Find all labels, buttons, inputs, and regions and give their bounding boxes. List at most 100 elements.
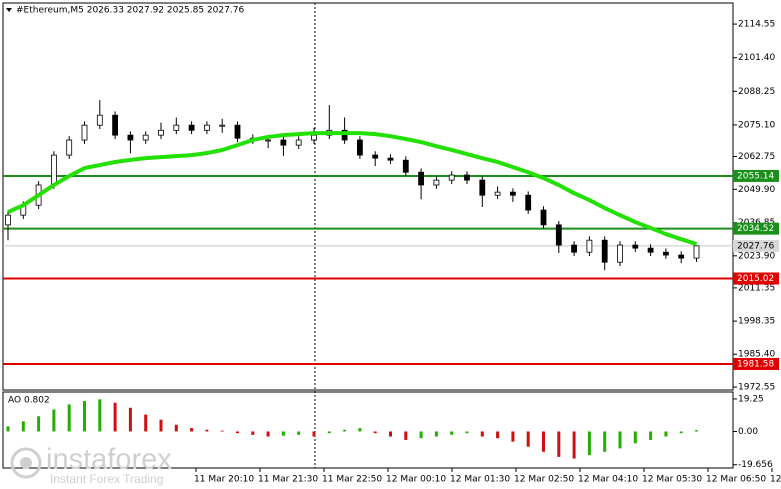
candle-body bbox=[525, 194, 532, 211]
candle-body bbox=[617, 244, 623, 263]
ao-bar bbox=[236, 431, 239, 434]
candle-body bbox=[571, 244, 577, 253]
x-tick-label: 12 Mar 06:50 bbox=[706, 475, 766, 485]
ao-bar bbox=[190, 428, 194, 432]
ao-bar bbox=[633, 431, 637, 444]
candle-body bbox=[632, 244, 639, 249]
candle-body bbox=[234, 124, 241, 139]
candle-body bbox=[51, 154, 57, 186]
x-tick-label: 12 Mar 01:30 bbox=[450, 475, 510, 485]
tagline: Instant Forex Trading bbox=[50, 472, 163, 486]
candle-body bbox=[280, 139, 287, 146]
ao-bar bbox=[450, 431, 454, 435]
ao-bar bbox=[174, 424, 178, 432]
ao-bar bbox=[373, 431, 377, 434]
candle-body bbox=[372, 154, 379, 159]
ao-bar bbox=[572, 431, 576, 459]
logo-icon bbox=[20, 457, 32, 469]
price-panel bbox=[2, 2, 734, 391]
level-label: 2055.14 bbox=[737, 171, 774, 181]
current-price-box bbox=[733, 239, 779, 252]
x-tick-label: 12 Mar 02:50 bbox=[514, 475, 574, 485]
ao-title: AO 0.802 bbox=[8, 396, 50, 406]
candle-body bbox=[188, 124, 195, 131]
watermark: instaforex Instant Forex Trading bbox=[10, 444, 172, 486]
brand: instaforex bbox=[46, 444, 172, 476]
ao-bar bbox=[98, 399, 102, 432]
ao-bar bbox=[511, 431, 515, 442]
ao-bar bbox=[21, 421, 25, 432]
level-label: 2034.52 bbox=[737, 224, 774, 234]
ao-bar bbox=[52, 409, 56, 432]
x-tick-label: 12 Mar 00:10 bbox=[386, 475, 446, 485]
ao-tick-label: 0.00 bbox=[738, 427, 758, 437]
candle-body bbox=[295, 139, 302, 146]
ao-bar bbox=[6, 426, 10, 432]
logo-icon bbox=[10, 447, 42, 479]
candle-body bbox=[663, 251, 669, 256]
candle-body bbox=[540, 209, 547, 226]
ao-bar bbox=[343, 429, 347, 432]
candle-body bbox=[601, 239, 608, 263]
y-tick-label: 2088.25 bbox=[738, 87, 775, 97]
y-tick-label: 2011.35 bbox=[738, 283, 775, 293]
candle-body bbox=[112, 114, 118, 136]
candle-body bbox=[387, 157, 394, 161]
ao-bar bbox=[695, 430, 698, 432]
ao-bar bbox=[327, 431, 331, 434]
ao-panel bbox=[2, 391, 734, 469]
ao-bar bbox=[37, 416, 41, 432]
ao-bar bbox=[404, 431, 408, 440]
ao-bar bbox=[113, 402, 117, 432]
candle-body bbox=[555, 224, 562, 246]
x-tick-label: 11 Mar 20:10 bbox=[194, 475, 254, 485]
candle-body bbox=[647, 247, 654, 253]
candle-body bbox=[356, 139, 363, 156]
ao-bar bbox=[220, 430, 224, 432]
candle-body bbox=[173, 124, 180, 131]
ao-bar bbox=[480, 431, 484, 437]
candle-body bbox=[448, 174, 455, 181]
ao-tick-label: 19.25 bbox=[738, 394, 764, 404]
level-label-box bbox=[733, 272, 779, 285]
candle-body bbox=[464, 174, 470, 181]
y-tick-label: 2062.75 bbox=[738, 152, 775, 162]
candle-body bbox=[586, 239, 593, 253]
ao-bar bbox=[128, 407, 132, 432]
ao-bar bbox=[251, 431, 255, 435]
ao-bar bbox=[496, 431, 500, 439]
candle-body bbox=[5, 214, 11, 226]
candle-body bbox=[219, 124, 226, 127]
ao-bar bbox=[587, 431, 591, 456]
ao-bar bbox=[205, 429, 209, 432]
ao-bar bbox=[83, 401, 86, 432]
ao-bar bbox=[144, 414, 148, 432]
x-tick-label: 12 Mar 08:10 bbox=[770, 475, 781, 485]
ao-bar bbox=[419, 431, 423, 439]
candle-body bbox=[265, 139, 272, 142]
candle-body bbox=[158, 129, 164, 136]
candle-body bbox=[402, 159, 409, 173]
candle-body bbox=[678, 254, 685, 259]
x-tick-label: 11 Mar 21:30 bbox=[258, 475, 318, 485]
ao-bar bbox=[67, 404, 71, 432]
ao-bar bbox=[465, 431, 469, 434]
ao-bar bbox=[358, 428, 362, 432]
moving-average bbox=[7, 131, 698, 246]
candle-body bbox=[494, 191, 501, 196]
ao-bar bbox=[281, 431, 285, 436]
ao-bar bbox=[664, 431, 668, 437]
x-tick-label: 12 Mar 05:30 bbox=[642, 475, 702, 485]
level-label-box bbox=[733, 222, 779, 235]
ao-bar bbox=[557, 431, 561, 457]
ao-bar bbox=[297, 431, 301, 435]
y-tick-label: 2023.90 bbox=[738, 251, 775, 261]
x-tick-label: 11 Mar 22:50 bbox=[322, 475, 382, 485]
ao-bar bbox=[542, 431, 545, 452]
x-tick-label: 12 Mar 04:10 bbox=[578, 475, 638, 485]
candle-body bbox=[142, 134, 149, 141]
candle-body bbox=[81, 124, 88, 141]
ao-bar bbox=[603, 431, 607, 452]
candle-body bbox=[479, 179, 486, 196]
